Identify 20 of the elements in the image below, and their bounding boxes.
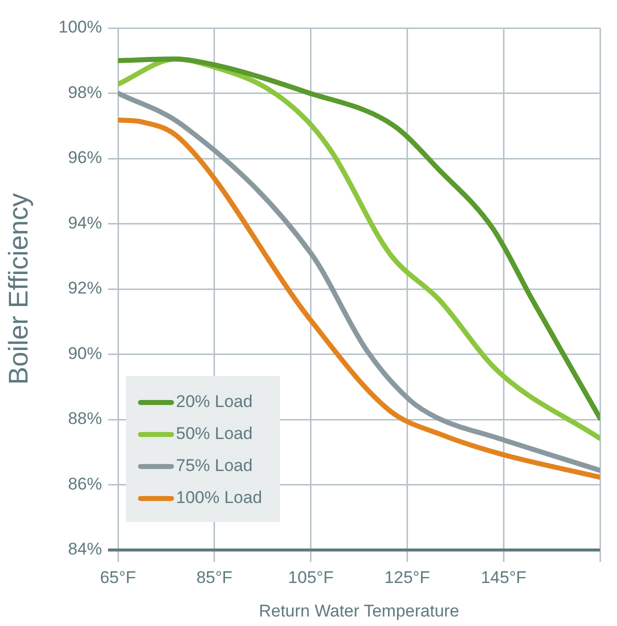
y-tick-label: 86% (68, 474, 102, 494)
x-tick-label: 85°F (196, 568, 232, 587)
y-tick-label: 84% (68, 540, 102, 559)
x-tick-label: 125°F (384, 568, 430, 587)
x-tick-label: 65°F (100, 568, 136, 587)
y-tick-label: 98% (68, 82, 102, 102)
y-tick-label: 92% (68, 278, 102, 298)
y-tick-label: 90% (68, 344, 102, 363)
y-tick-label: 88% (68, 409, 102, 428)
y-tick-label: 94% (68, 213, 102, 232)
legend-label: 20% Load (176, 392, 253, 412)
x-tick-label: 145°F (480, 568, 526, 587)
y-tick-label: 96% (68, 148, 102, 168)
legend-label: 75% Load (176, 456, 253, 476)
legend-label: 50% Load (176, 424, 253, 444)
y-axis-title: Boiler Efficiency (4, 192, 34, 385)
x-tick-label: 105°F (288, 568, 334, 587)
x-axis-title: Return Water Temperature (258, 601, 460, 620)
legend-label: 100% Load (176, 488, 262, 508)
y-tick-label: 100% (58, 18, 102, 37)
